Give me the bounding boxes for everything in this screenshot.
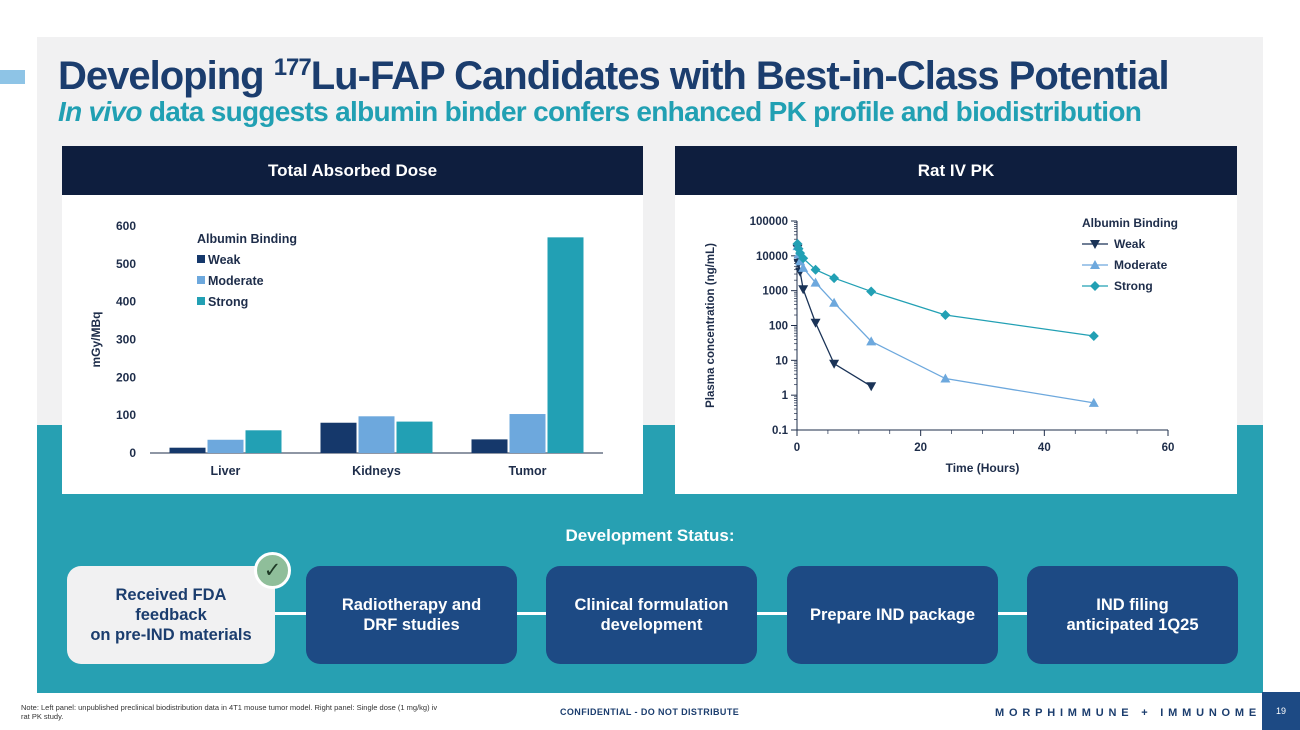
legend-label-moderate: Moderate bbox=[208, 274, 264, 288]
legend-swatch-weak bbox=[197, 255, 205, 263]
point-strong bbox=[798, 253, 809, 264]
legend-title: Albumin Binding bbox=[197, 232, 297, 246]
subtitle-italic: In vivo bbox=[58, 96, 142, 127]
point-moderate bbox=[810, 277, 821, 287]
point-strong bbox=[810, 264, 821, 275]
legend-label-weak: Weak bbox=[1114, 237, 1145, 251]
bar-tumor-moderate bbox=[509, 414, 546, 453]
y-tick-label-1: 1 bbox=[782, 390, 789, 402]
page-title: Developing 177Lu-FAP Candidates with Bes… bbox=[58, 54, 1170, 99]
point-strong bbox=[795, 248, 806, 259]
status-step-ind-filing: IND filing anticipated 1Q25 bbox=[1027, 566, 1238, 664]
point-moderate bbox=[795, 256, 806, 266]
title-isotope-mass: 177 bbox=[273, 54, 312, 81]
y-tick-label-300: 300 bbox=[116, 333, 136, 347]
point-strong bbox=[940, 310, 951, 321]
point-moderate bbox=[798, 262, 809, 272]
y-tick-label-100: 100 bbox=[769, 321, 788, 333]
page-subtitle: In vivo data suggests albumin binder con… bbox=[58, 96, 1142, 128]
y-axis-title: Plasma concentration (ng/mL) bbox=[705, 243, 717, 408]
development-status-title: Development Status: bbox=[565, 526, 735, 545]
status-step-formulation: Clinical formulation development bbox=[546, 566, 757, 664]
y-tick-label-10000: 10000 bbox=[756, 251, 788, 263]
point-weak bbox=[866, 382, 877, 392]
y-tick-label-500: 500 bbox=[116, 257, 136, 271]
legend-label-strong: Strong bbox=[1114, 279, 1153, 293]
point-strong bbox=[866, 286, 877, 297]
y-tick-label-0: 0 bbox=[129, 446, 136, 460]
page-number: 19 bbox=[1262, 692, 1300, 730]
bar-kidneys-strong bbox=[396, 421, 433, 453]
legend-label-moderate: Moderate bbox=[1114, 258, 1168, 272]
x-tick-label-kidneys: Kidneys bbox=[352, 464, 401, 478]
point-weak bbox=[810, 318, 821, 328]
bar-tumor-strong bbox=[547, 237, 584, 453]
x-tick-label-liver: Liver bbox=[211, 464, 241, 478]
status-step-ind-package: Prepare IND package bbox=[787, 566, 998, 664]
bar-tumor-weak bbox=[471, 439, 508, 453]
y-tick-label-100000: 100000 bbox=[750, 216, 788, 228]
point-moderate bbox=[1088, 397, 1099, 407]
legend-marker-strong bbox=[1090, 281, 1100, 291]
legend-label-strong: Strong bbox=[208, 295, 248, 309]
point-moderate bbox=[829, 297, 840, 307]
y-tick-label-400: 400 bbox=[116, 295, 136, 309]
point-weak bbox=[798, 285, 809, 295]
legend-title: Albumin Binding bbox=[1082, 216, 1178, 230]
bar-liver-strong bbox=[245, 430, 282, 453]
y-axis-title: mGy/MBq bbox=[89, 311, 103, 367]
x-tick-label-20: 20 bbox=[914, 442, 927, 454]
y-tick-label-10: 10 bbox=[775, 355, 788, 367]
rat-pk-heading: Rat IV PK bbox=[675, 146, 1237, 195]
brand-wordmark: MORPHIMMUNE + IMMUNOME bbox=[995, 707, 1262, 719]
x-tick-label-60: 60 bbox=[1162, 442, 1175, 454]
status-step-fda-feedback: Received FDA feedback on pre-IND materia… bbox=[67, 566, 275, 664]
footnote: Note: Left panel: unpublished preclinica… bbox=[21, 703, 438, 721]
rat-pk-chart: 0.1 1 10 100 1000 10000 100000 0 20 40 60 Time (Hou… bbox=[705, 216, 1178, 475]
point-moderate bbox=[866, 336, 877, 346]
point-strong bbox=[829, 273, 840, 284]
y-tick-label-1000: 1000 bbox=[762, 286, 788, 298]
title-main: Developing bbox=[58, 54, 274, 98]
bar-liver-weak bbox=[169, 447, 206, 453]
point-weak bbox=[829, 359, 840, 369]
legend-marker-weak bbox=[1090, 240, 1100, 249]
bar-kidneys-weak bbox=[320, 422, 357, 453]
legend-marker-moderate bbox=[1090, 260, 1100, 269]
absorbed-dose-chart: 0 100 200 300 400 500 600 mGy/MBq Liver Kidneys Tu… bbox=[89, 219, 603, 478]
y-tick-label-200: 200 bbox=[116, 370, 136, 384]
y-tick-label-100: 100 bbox=[116, 408, 136, 422]
rat-pk-panel: Rat IV PK 0.1 1 10 100 1000 10000 100000 0 20 40 6… bbox=[675, 146, 1237, 494]
status-step-radiotherapy: Radiotherapy and DRF studies bbox=[306, 566, 517, 664]
legend-swatch-moderate bbox=[197, 276, 205, 284]
legend-label-weak: Weak bbox=[208, 253, 240, 267]
accent-bar bbox=[0, 70, 25, 84]
series-line-strong bbox=[796, 243, 1094, 337]
legend-swatch-strong bbox=[197, 297, 205, 305]
absorbed-dose-panel: Total Absorbed Dose 0 100 200 300 400 500 600 m… bbox=[62, 146, 643, 494]
title-rest: Lu-FAP Candidates with Best-in-Class Pot… bbox=[310, 54, 1170, 98]
bar-kidneys-moderate bbox=[358, 416, 395, 453]
subtitle-rest: data suggests albumin binder confers enh… bbox=[141, 96, 1142, 127]
point-moderate bbox=[940, 373, 951, 383]
point-strong bbox=[792, 238, 803, 249]
bar-liver-moderate bbox=[207, 439, 244, 453]
y-tick-label-0-1: 0.1 bbox=[772, 425, 789, 437]
y-tick-label-600: 600 bbox=[116, 219, 136, 233]
x-tick-label-0: 0 bbox=[794, 442, 800, 454]
x-tick-label-tumor: Tumor bbox=[509, 464, 547, 478]
x-axis-title: Time (Hours) bbox=[946, 461, 1020, 475]
point-strong bbox=[1088, 330, 1099, 341]
confidential-label: CONFIDENTIAL - DO NOT DISTRIBUTE bbox=[560, 707, 740, 717]
absorbed-dose-heading: Total Absorbed Dose bbox=[62, 146, 643, 195]
checkmark-icon: ✓ bbox=[254, 552, 291, 589]
x-tick-label-40: 40 bbox=[1038, 442, 1051, 454]
